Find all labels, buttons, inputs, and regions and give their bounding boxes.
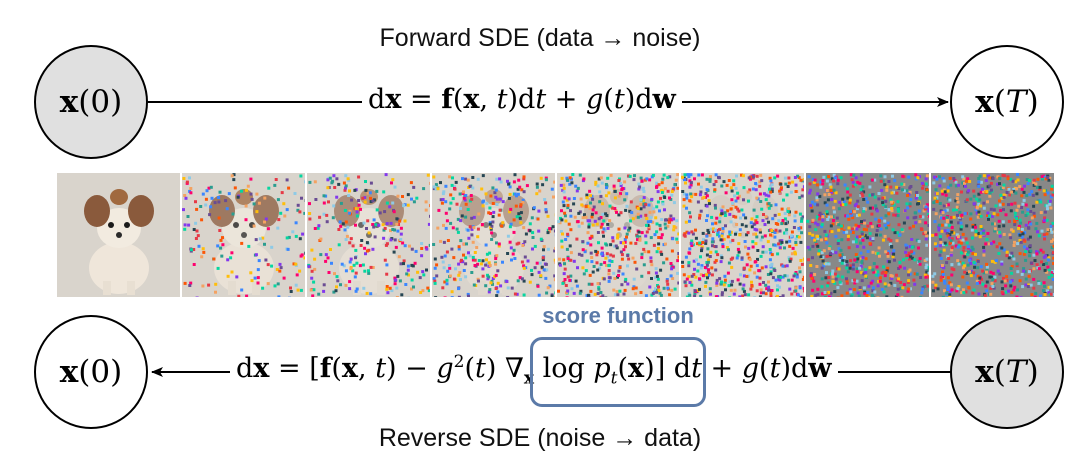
forward-start-node: x (0)	[34, 45, 148, 159]
noise-tile	[57, 173, 180, 297]
noise-image-strip	[57, 173, 1054, 297]
noise-tile	[431, 173, 555, 297]
noise-tile	[931, 173, 1054, 297]
reverse-equation: dx = [f(x, t) − g2(t) ∇x log pt(x)] dt +…	[230, 352, 838, 389]
forward-end-node: x(T)	[950, 45, 1064, 159]
noise-tile	[181, 173, 305, 297]
noise-tile	[681, 173, 805, 297]
reverse-start-node: x(T)	[950, 315, 1064, 429]
noise-tile	[556, 173, 680, 297]
forward-equation: dx = f(x, t)dt + g(t)dw	[362, 84, 682, 115]
score-function-label: score function	[542, 303, 694, 328]
noise-tile	[806, 173, 930, 297]
reverse-sde-title: Reverse SDE (noise → data)	[378, 424, 702, 452]
noise-tile	[306, 173, 430, 297]
reverse-end-node: x (0)	[34, 315, 148, 429]
score-function-box	[530, 337, 706, 407]
forward-sde-title: Forward SDE (data → noise)	[379, 24, 701, 52]
